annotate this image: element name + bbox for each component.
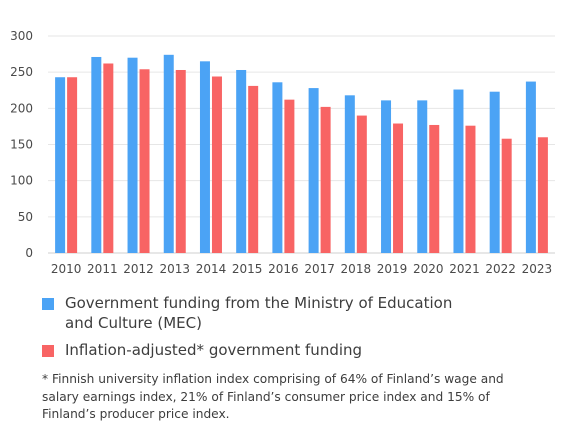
- legend-label: Inflation-adjusted* government funding: [65, 341, 363, 359]
- bar-inflation-adjusted: [537, 137, 548, 253]
- bar-mec-funding: [163, 54, 174, 253]
- bar-mec-funding: [308, 88, 319, 253]
- bar-mec-funding: [417, 100, 428, 253]
- legend-label: Government funding from the Ministry of …: [65, 294, 453, 332]
- legend-swatch-blue: [42, 298, 54, 310]
- legend-item-inflation-adjusted: Inflation-adjusted* government funding: [42, 340, 542, 360]
- x-tick-label: 2022: [485, 262, 516, 276]
- y-tick-label: 100: [10, 174, 33, 188]
- x-tick-label: 2020: [413, 262, 444, 276]
- footnote: * Finnish university inflation index com…: [42, 372, 504, 421]
- y-tick-label: 0: [25, 246, 33, 260]
- bar-mec-funding: [344, 95, 355, 254]
- bar-mec-funding: [272, 82, 283, 253]
- bar-inflation-adjusted: [211, 76, 222, 253]
- x-tick-label: 2018: [341, 262, 372, 276]
- bar-inflation-adjusted: [465, 125, 476, 253]
- bar-mec-funding: [91, 56, 102, 253]
- bar-inflation-adjusted: [501, 138, 512, 253]
- y-tick-label: 250: [10, 65, 33, 79]
- bar-inflation-adjusted: [356, 115, 367, 253]
- bar-mec-funding: [453, 89, 464, 253]
- bar-inflation-adjusted: [284, 99, 295, 253]
- x-tick-label: 2017: [304, 262, 335, 276]
- x-tick-label: 2023: [522, 262, 553, 276]
- x-tick-label: 2021: [449, 262, 480, 276]
- y-tick-label: 200: [10, 101, 33, 115]
- x-tick-label: 2016: [268, 262, 299, 276]
- x-tick-label: 2010: [51, 262, 82, 276]
- bar-inflation-adjusted: [429, 124, 440, 253]
- bar-inflation-adjusted: [103, 63, 114, 254]
- x-tick-label: 2012: [123, 262, 154, 276]
- bar-chart: 0 50 100 150 200 250 300 2010 2011 2012 2013 2014 20…: [10, 29, 555, 276]
- x-tick-label: 2014: [196, 262, 227, 276]
- bar-mec-funding: [236, 69, 247, 253]
- bar-mec-funding: [55, 77, 66, 253]
- x-tick-label: 2013: [159, 262, 190, 276]
- bar-mec-funding: [199, 61, 210, 253]
- bar-inflation-adjusted: [320, 106, 331, 254]
- bar-inflation-adjusted: [393, 123, 404, 253]
- legend-item-mec-funding: Government funding from the Ministry of …: [42, 293, 542, 333]
- bar-inflation-adjusted: [175, 69, 186, 253]
- y-tick-label: 50: [18, 210, 33, 224]
- bar-mec-funding: [127, 57, 138, 254]
- x-tick-label: 2011: [87, 262, 118, 276]
- y-tick-label: 300: [10, 29, 33, 43]
- bar-inflation-adjusted: [67, 77, 78, 253]
- x-tick-label: 2015: [232, 262, 263, 276]
- bar-inflation-adjusted: [248, 85, 259, 253]
- legend-swatch-red: [42, 345, 54, 357]
- x-tick-label: 2019: [377, 262, 408, 276]
- legend: Government funding from the Ministry of …: [42, 293, 542, 367]
- bar-mec-funding: [489, 91, 500, 254]
- bar-mec-funding: [381, 100, 392, 253]
- bar-inflation-adjusted: [139, 69, 150, 253]
- y-tick-label: 150: [10, 138, 33, 152]
- chart-canvas: 0 50 100 150 200 250 300 2010 2011 2012 2013 2014 20…: [10, 29, 555, 276]
- bar-mec-funding: [525, 81, 536, 253]
